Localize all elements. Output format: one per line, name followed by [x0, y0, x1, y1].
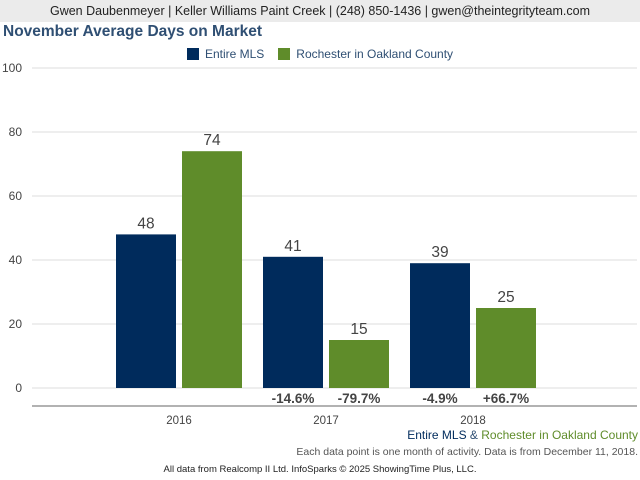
- x-tick-label: 2016: [166, 415, 192, 427]
- footer-legend-entire-mls: Entire MLS: [407, 428, 467, 442]
- change-label: -4.9%: [422, 391, 457, 406]
- bar-rochester-2018: [476, 308, 536, 388]
- data-label: 48: [137, 215, 154, 232]
- data-label: 74: [203, 132, 221, 149]
- data-label: 41: [284, 238, 301, 255]
- x-tick-label: 2017: [313, 415, 339, 427]
- y-tick-label: 60: [9, 189, 23, 203]
- y-tick-label: 0: [15, 381, 22, 395]
- data-label: 15: [350, 321, 367, 338]
- legend-label-entire-mls: Entire MLS: [204, 47, 265, 61]
- data-label: 39: [431, 244, 448, 261]
- y-tick-label: 20: [9, 317, 23, 331]
- y-tick-label: 40: [9, 253, 23, 267]
- legend-item-rochester[interactable]: Rochester in Oakland County: [278, 47, 453, 61]
- contact-header: Gwen Daubenmeyer | Keller Williams Paint…: [0, 0, 640, 22]
- change-label: -79.7%: [338, 391, 381, 406]
- chart-legend: Entire MLS Rochester in Oakland County: [0, 45, 640, 63]
- change-label: -14.6%: [272, 391, 315, 406]
- change-label: +66.7%: [483, 391, 529, 406]
- legend-label-rochester: Rochester in Oakland County: [296, 47, 454, 61]
- footer-legend-rochester: Rochester in Oakland County: [481, 428, 638, 442]
- y-tick-label: 80: [9, 125, 23, 139]
- data-note: Each data point is one month of activity…: [296, 446, 638, 458]
- bar-entire-mls-2016: [116, 234, 176, 388]
- legend-swatch-entire-mls: [186, 48, 199, 60]
- footer-legend: Entire MLS & Rochester in Oakland County: [407, 428, 638, 442]
- bar-rochester-2016: [182, 151, 242, 388]
- bar-entire-mls-2018: [410, 263, 470, 388]
- x-tick-label: 2018: [460, 415, 486, 427]
- legend-item-entire-mls[interactable]: Entire MLS: [186, 47, 265, 61]
- y-tick-label: 100: [2, 61, 22, 75]
- chart-title: November Average Days on Market: [3, 23, 263, 40]
- bar-rochester-2017: [329, 340, 389, 388]
- legend-swatch-rochester: [278, 48, 291, 60]
- footer-legend-amp: &: [466, 428, 482, 442]
- bar-entire-mls-2017: [263, 256, 323, 388]
- data-credit: All data from Realcomp II Ltd. InfoSpark…: [163, 464, 477, 475]
- data-label: 25: [497, 289, 514, 306]
